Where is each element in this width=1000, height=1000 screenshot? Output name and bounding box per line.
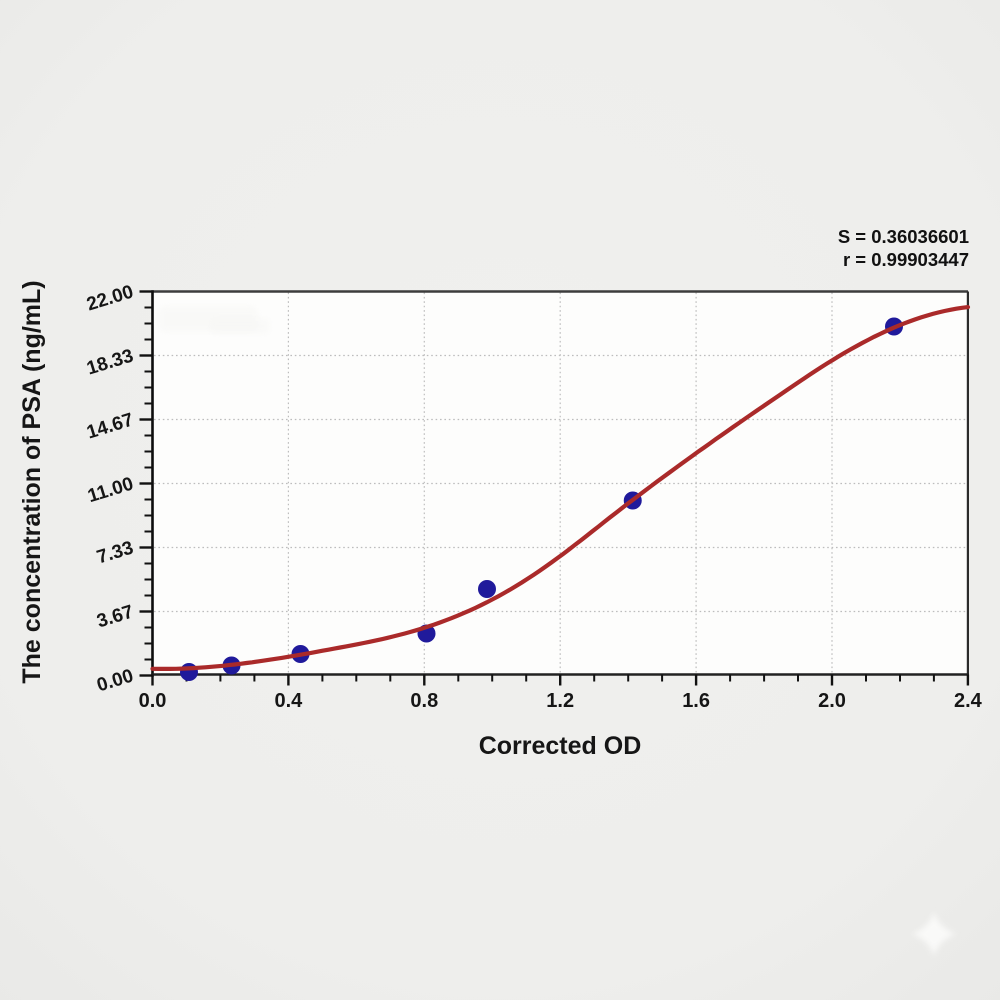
svg-text:1.6: 1.6 — [682, 690, 710, 712]
svg-text:1.2: 1.2 — [546, 690, 574, 712]
svg-text:0.8: 0.8 — [410, 690, 438, 712]
svg-text:The concentration of PSA (ng/m: The concentration of PSA (ng/mL) — [18, 280, 46, 683]
svg-text:r = 0.99903447: r = 0.99903447 — [843, 249, 969, 270]
svg-text:2.4: 2.4 — [954, 690, 983, 712]
svg-text:0.4: 0.4 — [274, 690, 303, 712]
svg-text:Corrected OD: Corrected OD — [479, 732, 642, 760]
svg-text:2.0: 2.0 — [818, 690, 846, 712]
svg-text:S = 0.36036601: S = 0.36036601 — [838, 226, 969, 247]
svg-text:0.0: 0.0 — [139, 690, 167, 712]
